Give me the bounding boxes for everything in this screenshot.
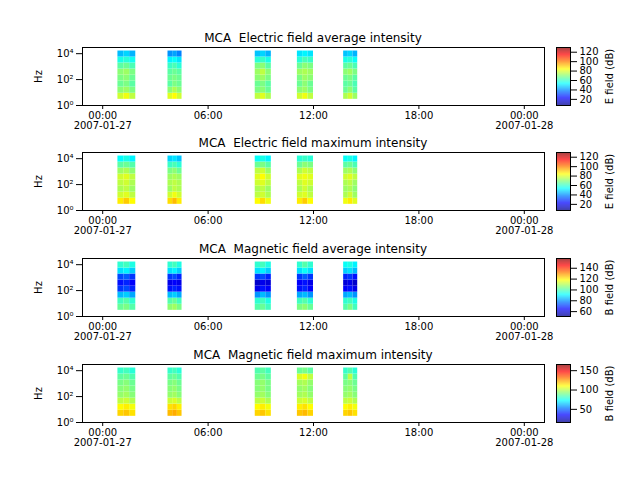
svg-text:B field (dB): B field (dB)	[604, 260, 615, 316]
svg-text:00:002007-01-28: 00:002007-01-28	[495, 215, 553, 236]
svg-text:100: 100	[580, 284, 599, 295]
svg-text:B field (dB): B field (dB)	[604, 366, 615, 422]
html-text:MCA Electric field average int: MCA Electric field average intensity	[204, 31, 422, 45]
svg-text:10²: 10²	[57, 179, 74, 190]
svg-text:00:002007-01-27: 00:002007-01-27	[74, 427, 132, 448]
svg-text:Hz: Hz	[33, 70, 44, 83]
svg-text:40: 40	[580, 84, 593, 95]
svg-text:18:00: 18:00	[404, 321, 433, 332]
svg-text:10²: 10²	[57, 285, 74, 296]
svg-text:40: 40	[580, 189, 593, 200]
svg-text:120: 120	[580, 273, 599, 284]
svg-text:150: 150	[580, 365, 599, 376]
svg-text:Hz: Hz	[33, 175, 44, 188]
svg-text:18:00: 18:00	[404, 110, 433, 121]
svg-text:12:00: 12:00	[299, 321, 328, 332]
svg-text:60: 60	[580, 75, 593, 86]
svg-text:00:002007-01-27: 00:002007-01-27	[74, 321, 132, 342]
svg-text:120: 120	[580, 151, 599, 162]
svg-text:10⁰: 10⁰	[57, 100, 74, 111]
html-text:MCA Magnetic field maximum int: MCA Magnetic field maximum intensity	[193, 348, 433, 362]
svg-text:00:002007-01-28: 00:002007-01-28	[495, 321, 553, 342]
svg-text:10²: 10²	[57, 74, 74, 85]
svg-text:06:00: 06:00	[194, 427, 223, 438]
svg-text:00:002007-01-27: 00:002007-01-27	[74, 215, 132, 236]
svg-text:18:00: 18:00	[404, 215, 433, 226]
html-text:MCA Electric field maximum int: MCA Electric field maximum intensity	[198, 136, 428, 150]
html-text:MCA Magnetic field average int: MCA Magnetic field average intensity	[199, 242, 427, 256]
svg-text:100: 100	[580, 161, 599, 172]
svg-text:E field (dB): E field (dB)	[604, 49, 615, 104]
svg-text:80: 80	[580, 295, 593, 306]
svg-text:60: 60	[580, 180, 593, 191]
svg-text:50: 50	[580, 404, 593, 415]
svg-text:12:00: 12:00	[299, 110, 328, 121]
svg-text:10⁰: 10⁰	[57, 311, 74, 322]
svg-text:10²: 10²	[57, 391, 74, 402]
svg-text:10⁴: 10⁴	[57, 48, 74, 59]
svg-text:100: 100	[580, 56, 599, 67]
svg-text:10⁰: 10⁰	[57, 205, 74, 216]
svg-text:20: 20	[580, 94, 593, 105]
svg-text:10⁴: 10⁴	[57, 259, 74, 270]
svg-text:10⁰: 10⁰	[57, 417, 74, 428]
svg-text:120: 120	[580, 46, 599, 57]
svg-text:80: 80	[580, 65, 593, 76]
svg-text:06:00: 06:00	[194, 321, 223, 332]
svg-text:06:00: 06:00	[194, 215, 223, 226]
svg-text:100: 100	[580, 384, 599, 395]
svg-text:E field (dB): E field (dB)	[604, 154, 615, 209]
svg-text:12:00: 12:00	[299, 215, 328, 226]
svg-text:00:002007-01-28: 00:002007-01-28	[495, 427, 553, 448]
svg-text:80: 80	[580, 170, 593, 181]
svg-text:12:00: 12:00	[299, 427, 328, 438]
svg-text:10⁴: 10⁴	[57, 365, 74, 376]
svg-text:60: 60	[580, 306, 593, 317]
svg-text:10⁴: 10⁴	[57, 153, 74, 164]
svg-text:06:00: 06:00	[194, 110, 223, 121]
svg-text:18:00: 18:00	[404, 427, 433, 438]
svg-text:Hz: Hz	[33, 281, 44, 294]
svg-text:20: 20	[580, 199, 593, 210]
svg-text:00:002007-01-27: 00:002007-01-27	[74, 110, 132, 131]
svg-text:140: 140	[580, 262, 599, 273]
svg-text:00:002007-01-28: 00:002007-01-28	[495, 110, 553, 131]
svg-text:Hz: Hz	[33, 387, 44, 400]
